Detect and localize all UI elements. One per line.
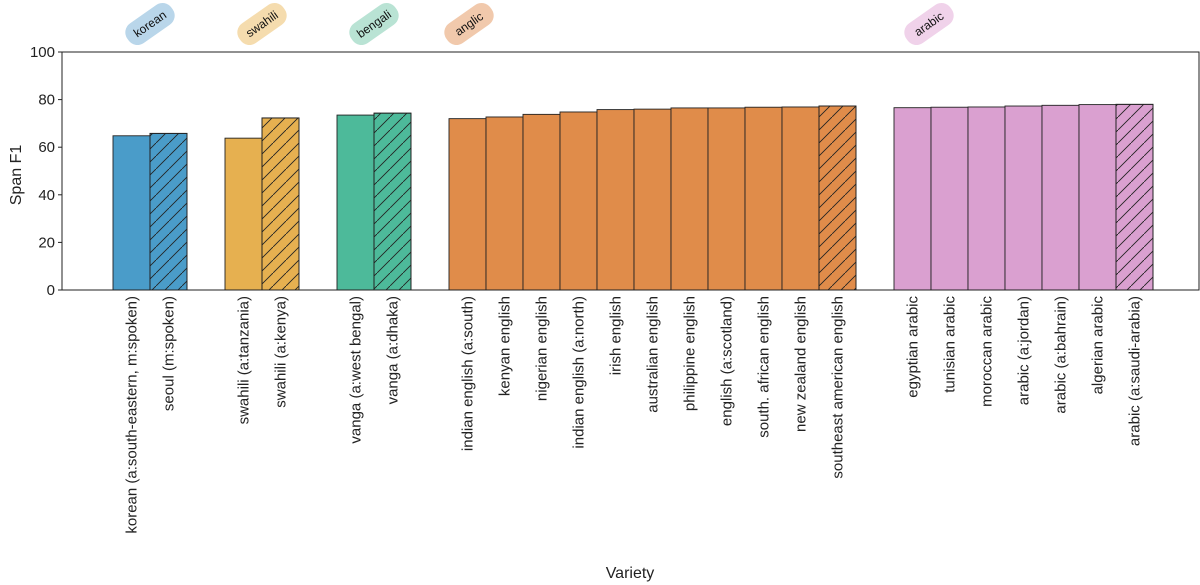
x-tick-label: southeast american english — [830, 296, 847, 479]
bar — [633, 108, 672, 291]
y-tick-label: 100 — [30, 44, 55, 61]
x-tick-label: english (a:scotland) — [719, 296, 736, 426]
x-tick-label: philippine english — [682, 296, 699, 411]
bar — [112, 135, 151, 291]
x-tick-label: arabic (a:saudi-arabia) — [1127, 296, 1144, 446]
x-tick-label: nigerian english — [534, 296, 551, 401]
bar-hatch — [261, 117, 300, 291]
x-axis-tick-labels: korean (a:south-eastern, m:spoken) seoul … — [124, 296, 1144, 534]
plot-border — [61, 51, 1200, 291]
group-tag: bengali — [349, 3, 399, 45]
group-tag: arabic — [904, 3, 954, 45]
group-tag-bg — [237, 3, 287, 45]
x-tick-label: arabic (a:jordan) — [1016, 296, 1033, 405]
bar-hatch — [1115, 103, 1154, 291]
group-tags: korean swahili bengali anglic arabic — [125, 3, 954, 45]
x-tick-label: vanga (a:west bengal) — [348, 296, 365, 444]
x-tick-label: indian english (a:south) — [460, 296, 477, 451]
group-tag-bg — [125, 3, 175, 45]
bar — [448, 118, 487, 291]
x-tick-label: swahili (a:kenya) — [273, 296, 290, 408]
bar — [744, 106, 783, 291]
bar — [930, 106, 969, 291]
bar — [781, 106, 820, 291]
x-tick-label: south. african english — [756, 296, 773, 438]
bar — [559, 111, 598, 291]
bar-hatch — [818, 105, 857, 291]
bar — [224, 137, 263, 291]
bar — [596, 109, 635, 291]
plot-frame — [61, 51, 1200, 291]
group-tag-bg — [349, 3, 399, 45]
x-tick-label: vanga (a:dhaka) — [385, 296, 402, 404]
bar — [670, 107, 709, 291]
bar-hatch — [149, 132, 188, 291]
x-tick-label: algerian arabic — [1090, 296, 1107, 395]
x-axis-title: Variety — [606, 565, 655, 582]
x-tick-label: kenyan english — [497, 296, 514, 396]
x-tick-label: seoul (m:spoken) — [161, 296, 178, 411]
bar — [707, 107, 746, 291]
bar — [522, 113, 561, 291]
y-tick-label: 80 — [38, 92, 55, 109]
x-tick-label: arabic (a:bahrain) — [1053, 296, 1070, 414]
y-axis-title: Span F1 — [8, 145, 25, 206]
x-tick-label: indian english (a:north) — [571, 296, 588, 449]
x-tick-label: irish english — [608, 296, 625, 375]
group-tag-bg — [904, 3, 954, 45]
x-tick-label: moroccan arabic — [979, 296, 996, 407]
x-tick-label: korean (a:south-eastern, m:spoken) — [124, 296, 141, 534]
bar — [1004, 105, 1043, 291]
bar — [1041, 104, 1080, 291]
x-tick-label: australian english — [645, 296, 662, 413]
bars-layer — [112, 103, 1154, 291]
x-tick-label: tunisian arabic — [942, 296, 959, 393]
group-tag: korean — [125, 3, 175, 45]
y-tick-label: 0 — [47, 282, 55, 299]
bar-hatch — [373, 112, 412, 291]
x-tick-label: swahili (a:tanzania) — [236, 296, 253, 424]
bar — [336, 114, 375, 291]
y-tick-label: 40 — [38, 187, 55, 204]
bar — [485, 116, 524, 291]
group-tag: swahili — [237, 3, 287, 45]
bar — [967, 106, 1006, 291]
x-tick-label: egyptian arabic — [905, 296, 922, 398]
y-tick-label: 60 — [38, 139, 55, 156]
bar — [1078, 104, 1117, 291]
group-tag: anglic — [444, 3, 494, 45]
y-axis: 0 20 40 60 80 100 — [30, 44, 62, 299]
x-tick-label: new zealand english — [793, 296, 810, 432]
group-tag-bg — [444, 3, 494, 45]
bar — [893, 107, 932, 291]
y-tick-label: 20 — [38, 234, 55, 251]
